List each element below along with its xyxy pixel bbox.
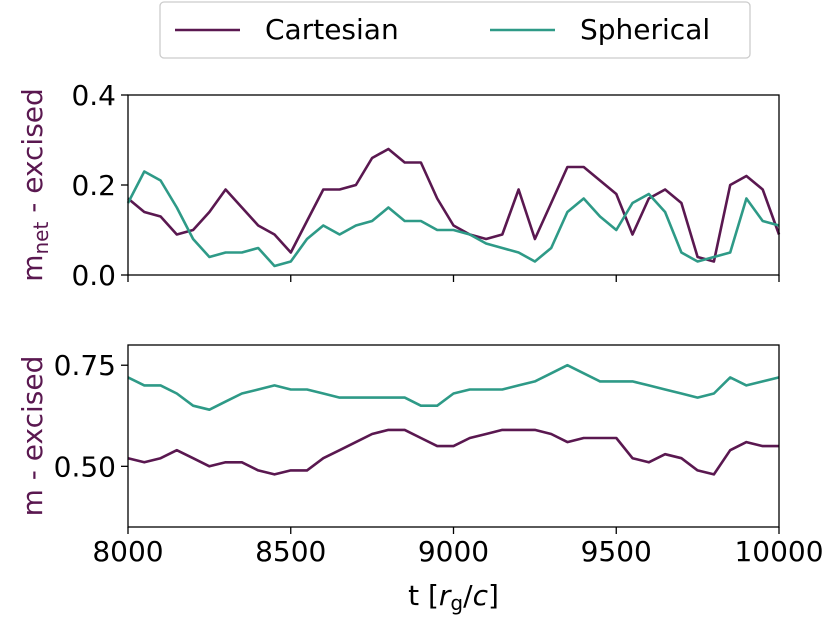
legend-box [159,1,751,59]
x-axis-label-part: c [473,579,489,612]
y-tick-label: 0.4 [71,79,116,112]
y-tick-label: 0.2 [71,169,116,202]
series-line [126,170,780,268]
x-tick-label: 9000 [418,535,489,568]
x-tick-label: 10000 [734,535,823,568]
y-axis-label: m - excised [16,356,49,517]
x-tick-label: 8000 [92,535,163,568]
y-tick-label: 0.0 [71,259,116,292]
y-axis-label-part: m [16,255,49,282]
x-tick-label: 9500 [581,535,652,568]
y-tick-label: 0.50 [54,450,116,483]
legend-label: Spherical [580,13,710,46]
y-axis-label: mnet - excised [16,88,53,282]
x-tick-label: 8500 [255,535,326,568]
x-axis-label-part: g [450,591,463,615]
y-tick-label: 0.75 [54,349,116,382]
series-line [127,147,781,263]
y-axis-label-part: - excised [16,88,49,221]
x-axis-label-part: / [463,579,473,612]
series-line [127,428,779,476]
y-axis-label-part: net [29,222,53,255]
axes-frame [127,94,780,276]
x-axis-label: t [rg/c] [408,579,499,615]
series-line [127,363,780,411]
x-axis-label-part: r [439,579,452,612]
x-axis-label-part: ] [488,579,499,612]
axes-frame [127,344,780,528]
legend-label: Cartesian [265,13,399,46]
x-axis-label-part: t [ [408,579,439,612]
